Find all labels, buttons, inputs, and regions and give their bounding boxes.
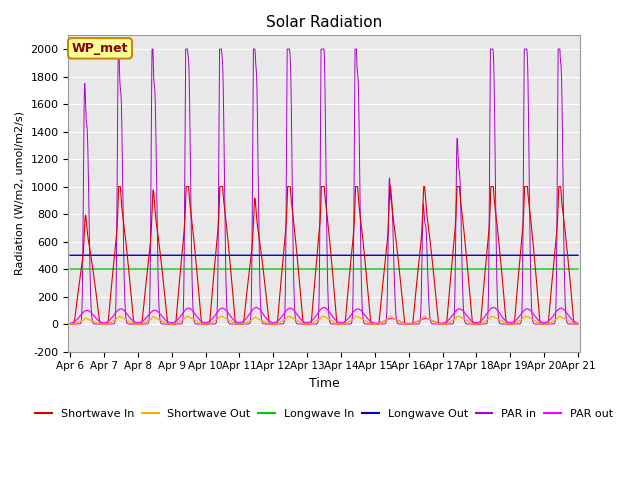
Y-axis label: Radiation (W/m2, umol/m2/s): Radiation (W/m2, umol/m2/s) <box>15 111 25 276</box>
X-axis label: Time: Time <box>308 377 339 390</box>
Text: WP_met: WP_met <box>72 42 128 55</box>
Legend: Shortwave In, Shortwave Out, Longwave In, Longwave Out, PAR in, PAR out: Shortwave In, Shortwave Out, Longwave In… <box>31 405 618 423</box>
Title: Solar Radiation: Solar Radiation <box>266 15 382 30</box>
